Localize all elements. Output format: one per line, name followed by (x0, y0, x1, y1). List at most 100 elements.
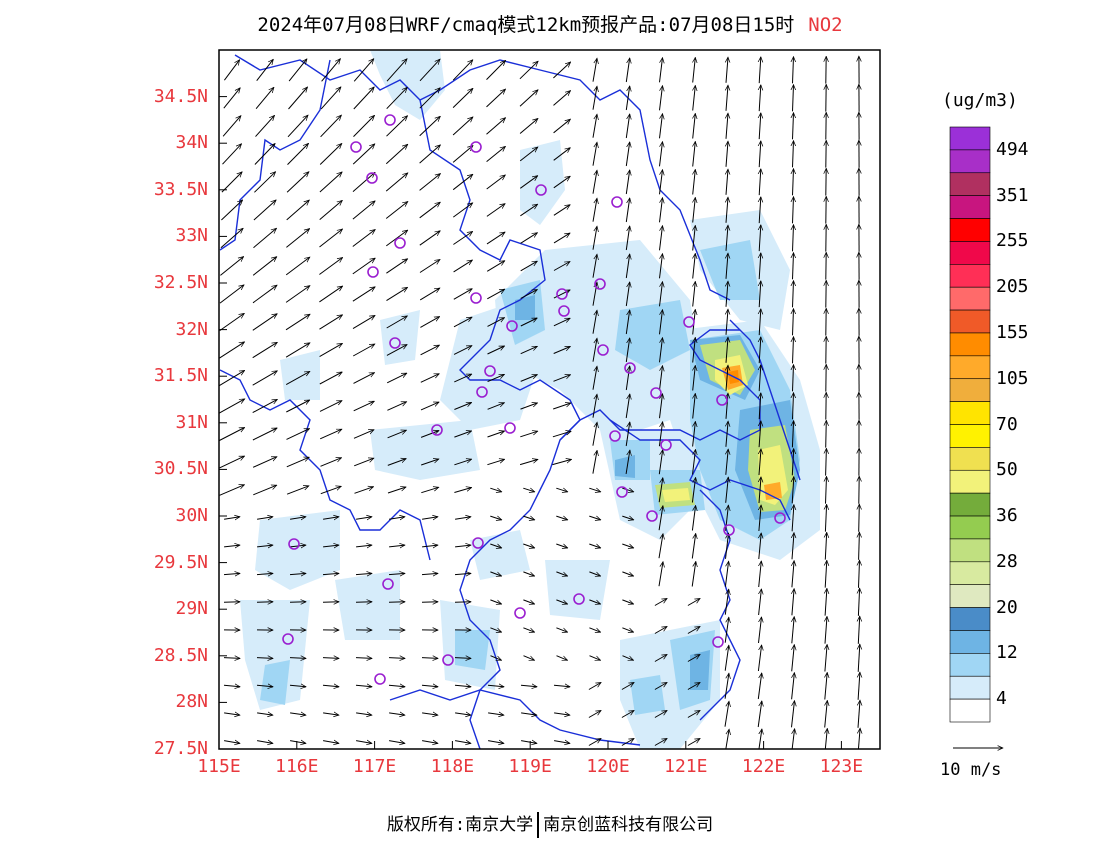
station-marker (374, 673, 386, 685)
wind-arrow (556, 571, 567, 576)
wind-arrow (858, 588, 859, 616)
wind-arrow (286, 200, 310, 221)
longitude-label: 120E (586, 756, 630, 777)
wind-arrow (693, 114, 696, 139)
wind-arrow (625, 198, 629, 223)
station-marker (350, 141, 362, 153)
station-marker (472, 537, 484, 549)
wind-arrow (726, 309, 728, 335)
longitude-label: 123E (819, 756, 864, 777)
wind-arrow (658, 450, 662, 475)
colorbar-label: 28 (996, 550, 1018, 572)
colorbar-label: 36 (996, 505, 1018, 527)
station-marker (394, 237, 406, 249)
wind-arrow (223, 658, 240, 659)
wind-arrow (691, 478, 695, 503)
wind-arrow (793, 337, 794, 364)
wind-arrow (486, 261, 505, 272)
wind-arrow (319, 286, 342, 303)
wind-arrow (693, 254, 696, 279)
wind-arrow (759, 477, 761, 504)
wind-arrow (793, 253, 794, 280)
wind-arrow (553, 685, 570, 687)
footer: 版权所有:南京大学 南京创蓝科技有限公司 (0, 810, 1100, 838)
colorbar-segment (949, 309, 991, 334)
wind-arrow (488, 713, 504, 715)
wind-arrow (253, 485, 276, 496)
wind-arrow (453, 289, 472, 300)
wind-arrow (691, 534, 695, 559)
wind-arrow (223, 685, 240, 687)
station-marker (382, 578, 394, 590)
wind-arrow (625, 142, 629, 167)
wind-arrow (654, 599, 667, 606)
station-marker (609, 430, 621, 442)
wind-arrow (588, 683, 601, 690)
wind-arrow (757, 673, 761, 700)
wind-arrow (726, 281, 728, 307)
colorbar-segment (949, 561, 991, 585)
wind-arrow (724, 645, 729, 671)
wind-arrow (726, 57, 728, 83)
wind-arrow (286, 428, 310, 440)
station-marker (367, 266, 379, 278)
wind-arrow (793, 113, 794, 140)
wind-arrow (285, 257, 310, 276)
wind-arrow (256, 685, 273, 687)
wind-arrow (692, 450, 696, 475)
wind-arrow (791, 673, 795, 700)
wind-arrow (490, 599, 501, 604)
wind-arrow (622, 571, 633, 576)
wind-arrow (589, 515, 600, 520)
wind-arrow (622, 488, 633, 492)
colorbar-label: 70 (996, 413, 1018, 435)
longitude-label: 119E (508, 756, 552, 777)
wind-arrow (223, 573, 240, 574)
wind-arrow (625, 366, 629, 391)
colorbar-segment (949, 286, 991, 311)
wind-arrow (454, 373, 471, 383)
wind-arrow (658, 478, 663, 503)
wind-arrow (793, 197, 794, 224)
wind-arrow (659, 170, 663, 195)
wind-arrow (490, 543, 501, 548)
wind-arrow (490, 627, 501, 632)
wind-arrow (455, 741, 471, 744)
station-marker (484, 365, 496, 377)
wind-arrow (523, 515, 534, 520)
wind-arrow (588, 711, 601, 718)
latitude-label: 33.5N (153, 178, 208, 200)
wind-arrow (352, 172, 375, 192)
wind-arrow (693, 394, 696, 419)
latitude-label: 30.5N (153, 458, 208, 480)
wind-arrow (520, 233, 538, 244)
wind-arrow (825, 560, 827, 588)
wind-arrow (693, 338, 696, 363)
wind-arrow (654, 627, 667, 634)
latitude-label: 33N (175, 225, 208, 247)
latitude-label: 28.5N (153, 644, 208, 666)
wind-arrow (554, 741, 570, 744)
wind-arrow (220, 257, 243, 276)
wind-arrow (687, 599, 700, 606)
wind-arrow (553, 205, 570, 216)
wind-arrow (759, 421, 761, 448)
wind-arrow (726, 253, 728, 279)
wind-arrow (286, 399, 309, 413)
wind-arrow (556, 599, 567, 604)
colorbar-label: 205 (996, 276, 1029, 298)
wind-arrow (592, 394, 597, 418)
wind-arrow (792, 505, 794, 532)
wind-arrow (420, 431, 439, 438)
station-marker (431, 424, 443, 436)
station-marker (597, 344, 609, 356)
wind-arrow (654, 683, 667, 690)
wind-arrow (320, 458, 342, 467)
wind-arrow (420, 373, 439, 383)
wind-arrow (323, 713, 339, 715)
wind-arrow (592, 310, 597, 334)
wind-arrow (791, 729, 794, 749)
wind-arrow (256, 59, 274, 82)
wind-arrow (389, 741, 405, 744)
wind-arrow (453, 260, 473, 273)
